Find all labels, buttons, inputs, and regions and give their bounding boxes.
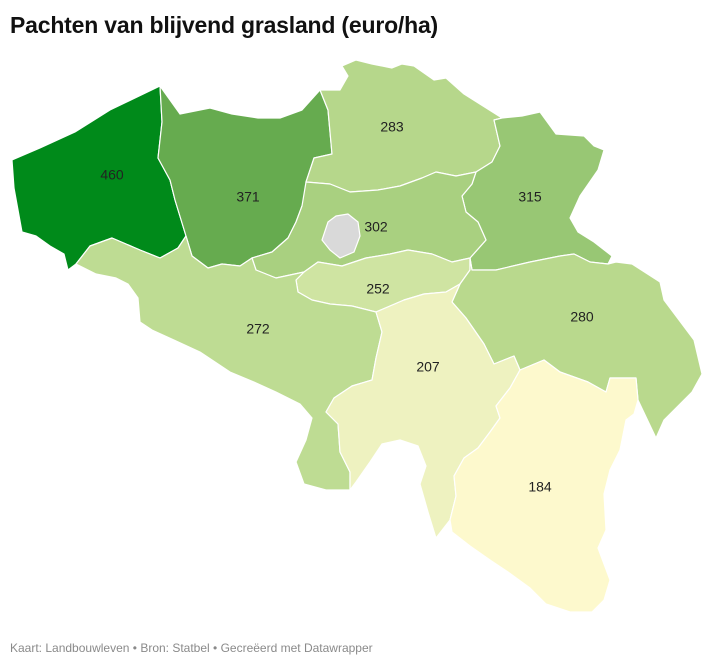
labels-layer: 460 371 283 315 302 252 272 280 207 184 (100, 119, 594, 495)
value-label-luxemburg: 184 (528, 479, 552, 495)
footer-separator: • (132, 641, 137, 655)
provinces-layer (11, 59, 703, 613)
value-label-henegouwen: 272 (246, 321, 270, 337)
province-namen[interactable] (325, 283, 521, 539)
province-luxemburg[interactable] (449, 359, 639, 613)
value-label-waals-brabant: 252 (366, 281, 390, 297)
value-label-limburg: 315 (518, 189, 542, 205)
map-title: Pachten van blijvend grasland (euro/ha) (10, 12, 439, 38)
footer-source: Bron: Statbel (140, 641, 210, 655)
footer-separator: • (213, 641, 218, 655)
province-brussel[interactable] (321, 213, 361, 259)
map-footer: Kaart: Landbouwleven • Bron: Statbel • G… (10, 641, 373, 655)
value-label-luik: 280 (570, 309, 594, 325)
value-label-oost-vlaanderen: 371 (236, 189, 260, 205)
value-label-namen: 207 (416, 359, 440, 375)
value-label-antwerpen: 283 (380, 119, 404, 135)
value-label-west-vlaanderen: 460 (100, 167, 124, 183)
footer-map-by: Kaart: Landbouwleven (10, 641, 130, 655)
value-label-vlaams-brabant: 302 (364, 219, 388, 235)
footer-made-with: Gecreëerd met Datawrapper (220, 641, 373, 655)
